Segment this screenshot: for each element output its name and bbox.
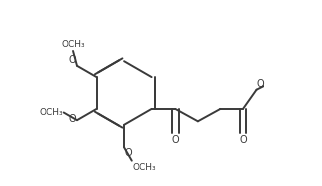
Text: OCH₃: OCH₃ <box>39 108 63 117</box>
Text: O: O <box>172 135 179 145</box>
Text: O: O <box>257 79 265 89</box>
Text: O: O <box>68 55 76 65</box>
Text: OCH₃: OCH₃ <box>61 40 85 49</box>
Text: O: O <box>68 114 76 124</box>
Text: O: O <box>239 135 247 145</box>
Text: OCH₃: OCH₃ <box>133 163 156 172</box>
Text: O: O <box>125 148 133 158</box>
